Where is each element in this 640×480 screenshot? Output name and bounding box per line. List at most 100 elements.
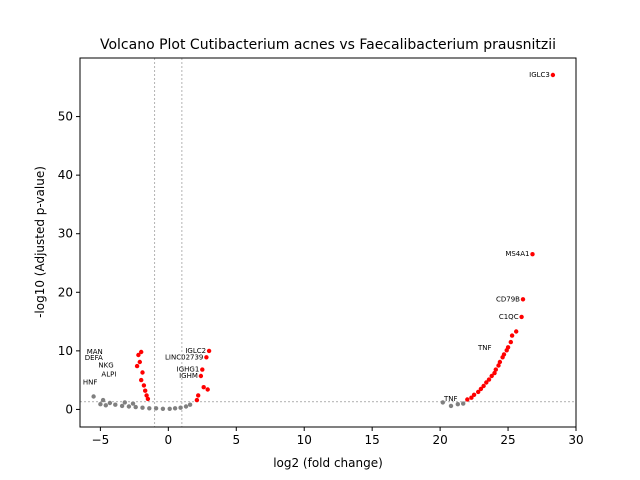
- x-tick-label: 15: [365, 433, 380, 447]
- x-tick-label: 10: [297, 433, 312, 447]
- x-axis-title: log2 (fold change): [273, 456, 383, 470]
- data-point: [98, 402, 103, 407]
- data-point: [113, 402, 118, 407]
- data-point: [160, 406, 166, 411]
- series-0: [134, 72, 556, 403]
- data-point: [145, 396, 151, 402]
- data-point: [139, 349, 144, 355]
- data-point: [133, 404, 138, 410]
- data-point: [140, 370, 145, 375]
- gene-label: CD79B: [496, 295, 520, 303]
- data-point: [476, 389, 481, 395]
- data-point: [486, 377, 492, 382]
- x-tick-label: 20: [432, 433, 447, 447]
- gene-label: HNF: [83, 379, 98, 387]
- data-point: [508, 339, 513, 345]
- data-point: [126, 404, 132, 409]
- data-point: [134, 363, 140, 369]
- data-point: [504, 348, 509, 353]
- y-axis-title: -log10 (Adjusted p-value): [33, 166, 47, 318]
- series-1: [91, 394, 466, 411]
- data-point: [530, 252, 535, 257]
- gene-label: ALPI: [101, 370, 116, 378]
- y-tick-label: 30: [58, 227, 73, 241]
- y-tick-label: 20: [58, 285, 73, 299]
- data-point: [455, 402, 460, 407]
- data-point: [143, 388, 148, 393]
- data-point: [139, 377, 144, 383]
- data-point: [478, 386, 484, 392]
- data-point: [484, 380, 489, 385]
- gene-label: TNF: [443, 395, 458, 403]
- data-point: [122, 400, 128, 405]
- data-point: [500, 355, 505, 360]
- data-point: [550, 72, 556, 78]
- data-point: [205, 387, 210, 392]
- x-tick-label: 30: [568, 433, 583, 447]
- data-point: [91, 394, 96, 399]
- data-point: [469, 395, 474, 400]
- gene-label: IGHM: [179, 372, 198, 380]
- data-point: [100, 397, 106, 403]
- data-point: [201, 385, 206, 390]
- data-point: [481, 383, 486, 389]
- data-point: [153, 406, 159, 411]
- data-point: [520, 297, 526, 302]
- data-point: [492, 370, 497, 376]
- data-point: [489, 373, 494, 379]
- data-point: [206, 348, 212, 354]
- gene-label: NKG: [98, 362, 113, 370]
- data-point: [440, 400, 445, 405]
- data-point: [198, 373, 204, 379]
- data-point: [200, 367, 205, 372]
- gene-label: TNF: [477, 344, 492, 352]
- data-point: [497, 359, 503, 365]
- gene-label: MAN: [87, 348, 103, 356]
- gene-label: LINC02739: [165, 353, 203, 361]
- data-point: [519, 314, 524, 320]
- data-point: [187, 402, 193, 407]
- x-tick-label: 5: [232, 433, 240, 447]
- data-point: [103, 403, 109, 408]
- y-tick-label: 0: [65, 402, 73, 416]
- y-tick-label: 10: [58, 344, 73, 358]
- data-point: [496, 363, 501, 368]
- data-point: [448, 403, 454, 409]
- x-tick-label: 25: [500, 433, 515, 447]
- data-point: [136, 352, 141, 358]
- data-point: [137, 359, 142, 365]
- data-point: [514, 329, 519, 334]
- data-point: [461, 401, 466, 406]
- data-point: [194, 397, 200, 403]
- y-tick-label: 40: [58, 168, 73, 182]
- data-point: [167, 406, 172, 411]
- data-point: [465, 397, 470, 402]
- gene-label: MS4A1: [505, 250, 529, 258]
- x-tick-label: −5: [92, 433, 110, 447]
- y-axis: 0 10 20 30 40 50: [58, 110, 80, 416]
- gene-label: IGHG1: [177, 366, 200, 374]
- data-point: [147, 406, 152, 411]
- data-point: [509, 333, 515, 338]
- axes-frame: [79, 57, 577, 428]
- data-point: [144, 393, 149, 398]
- data-point: [130, 401, 136, 406]
- data-point: [119, 403, 125, 409]
- gene-label: IGLC3: [529, 71, 550, 79]
- gene-label: C1QC: [499, 313, 519, 321]
- data-point: [196, 393, 201, 398]
- data-point: [493, 367, 498, 372]
- data-point: [107, 400, 113, 406]
- x-axis: −5 0 5 10 15 20 25 30: [92, 427, 584, 447]
- data-point: [183, 404, 189, 409]
- data-point: [141, 383, 147, 388]
- y-tick-label: 50: [58, 110, 73, 124]
- data-point: [471, 392, 477, 397]
- gene-label: DEFA: [85, 354, 103, 362]
- data-point: [178, 405, 183, 410]
- gene-label: IGLC2: [185, 347, 206, 355]
